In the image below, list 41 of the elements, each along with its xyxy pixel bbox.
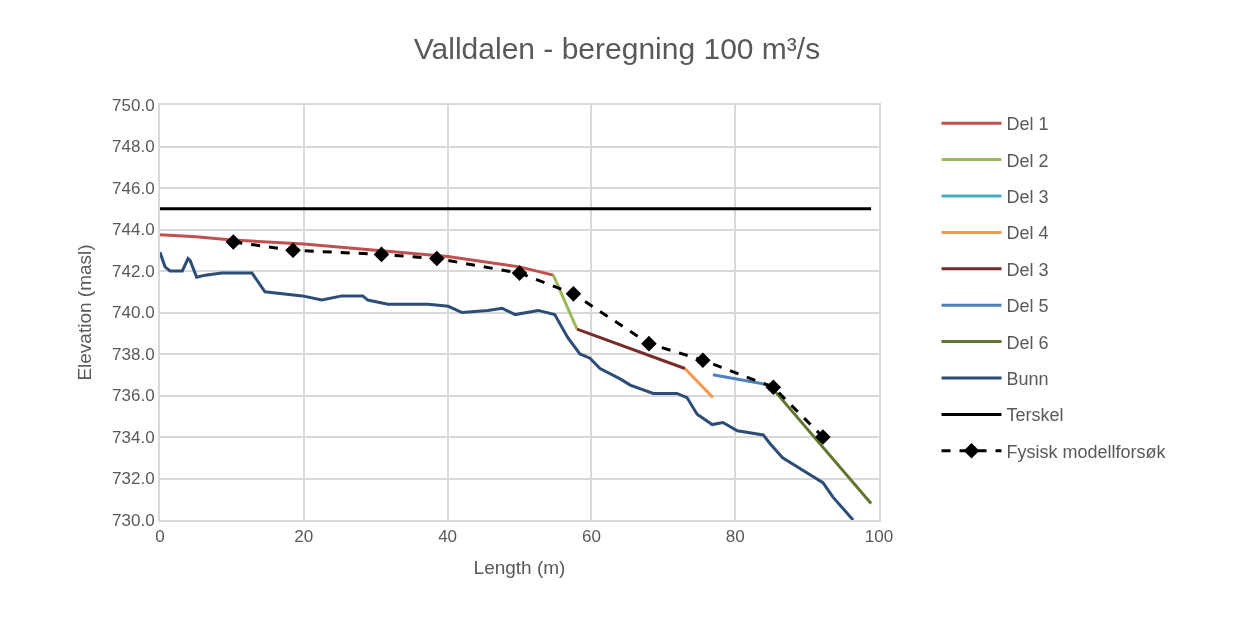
x-tick-label: 0 <box>155 527 165 547</box>
legend-label: Del 3 <box>1006 259 1049 280</box>
x-tick-label: 40 <box>438 527 458 547</box>
y-tick-label: 740.0 <box>112 303 155 323</box>
y-tick-label: 742.0 <box>112 261 155 281</box>
y-tick-label: 734.0 <box>112 427 155 447</box>
x-tick-label: 100 <box>864 527 894 547</box>
y-tick-label: 746.0 <box>112 178 155 198</box>
x-axis-title: Length (m) <box>473 556 566 578</box>
point <box>225 234 242 250</box>
y-tick-label: 730.0 <box>112 510 155 530</box>
y-tick-label: 736.0 <box>112 386 155 406</box>
legend-label: Del 1 <box>1006 114 1049 135</box>
point <box>429 250 445 267</box>
legend-label: Terskel <box>1006 405 1064 426</box>
legend-label: Bunn <box>1006 369 1049 390</box>
line-series <box>160 250 855 520</box>
legend-label: Del 4 <box>1006 223 1049 244</box>
point <box>285 242 301 259</box>
point <box>815 429 831 445</box>
legend-label: Del 5 <box>1006 296 1049 317</box>
x-tick-label: 80 <box>725 527 745 547</box>
x-tick-label: 60 <box>581 527 601 547</box>
y-tick-label: 750.0 <box>112 95 155 115</box>
y-tick-label: 748.0 <box>112 137 155 157</box>
point <box>641 335 657 352</box>
point <box>565 286 582 302</box>
chart-title: Valldalen - beregning 100 m³/s <box>413 31 821 65</box>
legend-label: Del 6 <box>1006 332 1049 353</box>
x-tick-label: 20 <box>294 527 314 547</box>
y-tick-label: 732.0 <box>112 469 155 489</box>
legend-label: Fysisk modellforsøk <box>1006 441 1167 462</box>
point <box>765 379 782 395</box>
legend-label: Del 3 <box>1006 187 1049 208</box>
y-axis-title: Elevation (masl) <box>74 244 96 381</box>
point <box>695 352 711 369</box>
point <box>373 246 390 263</box>
y-tick-label: 738.0 <box>112 344 155 364</box>
point <box>511 265 528 281</box>
y-tick-label: 744.0 <box>112 220 155 240</box>
legend-label: Del 2 <box>1006 150 1049 171</box>
